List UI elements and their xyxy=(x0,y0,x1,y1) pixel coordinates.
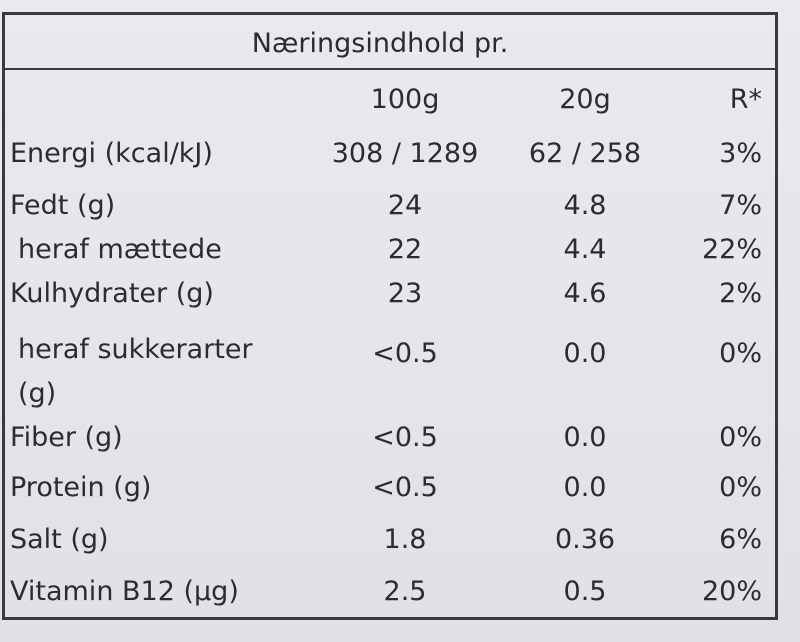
cell-value: 1.8 xyxy=(383,524,427,555)
cell-value: 0.0 xyxy=(563,472,607,503)
cell-value: 22% xyxy=(701,234,762,265)
row-label: Fedt (g) xyxy=(10,190,116,221)
row-label: Fiber (g) xyxy=(10,422,123,453)
row-label: Protein (g) xyxy=(10,472,152,503)
column-header: 100g xyxy=(370,84,440,115)
cell-value: 0% xyxy=(719,422,762,453)
cell-value: 3% xyxy=(719,138,762,169)
cell-value: 2% xyxy=(719,278,762,309)
table-title: Næringsindhold pr. xyxy=(251,28,509,59)
cell-value: 6% xyxy=(719,524,762,555)
row-label: Vitamin B12 (µg) xyxy=(10,576,239,607)
cell-value: <0.5 xyxy=(372,338,438,369)
cell-value: <0.5 xyxy=(372,472,438,503)
cell-value: 0.36 xyxy=(554,524,616,555)
cell-value: 24 xyxy=(387,190,423,221)
cell-value: 0% xyxy=(719,338,762,369)
cell-value: 0% xyxy=(719,472,762,503)
cell-value: 23 xyxy=(387,278,423,309)
cell-value: 0.0 xyxy=(563,422,607,453)
row-label: Kulhydrater (g) xyxy=(10,278,214,309)
cell-value: 308 / 1289 xyxy=(331,138,479,169)
title-rule xyxy=(2,68,778,70)
cell-value: 4.6 xyxy=(563,278,607,309)
row-label: heraf mættede xyxy=(18,234,222,265)
cell-value: 0.5 xyxy=(563,576,607,607)
cell-value: 4.8 xyxy=(563,190,607,221)
cell-value: 4.4 xyxy=(563,234,607,265)
cell-value: 62 / 258 xyxy=(528,138,642,169)
table-border xyxy=(2,12,778,620)
cell-value: 0.0 xyxy=(563,338,607,369)
cell-value: 7% xyxy=(719,190,762,221)
row-label: Salt (g) xyxy=(10,524,109,555)
cell-value: 22 xyxy=(387,234,423,265)
column-header: 20g xyxy=(559,84,611,115)
cell-value: <0.5 xyxy=(372,422,438,453)
row-label: Energi (kcal/kJ) xyxy=(10,138,213,169)
column-header: R* xyxy=(729,84,762,115)
cell-value: 20% xyxy=(701,576,762,607)
row-label: heraf sukkerarter (g) xyxy=(18,334,253,409)
cell-value: 2.5 xyxy=(383,576,427,607)
